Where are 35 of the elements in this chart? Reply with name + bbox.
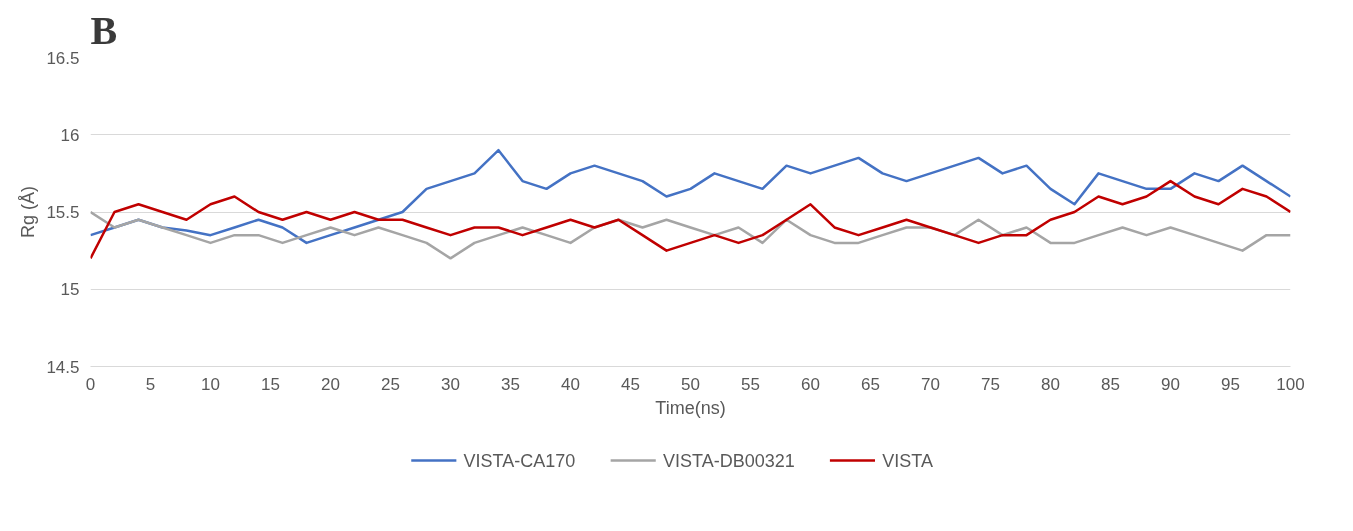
x-tick-label: 5 xyxy=(145,374,156,394)
x-tick-label: 40 xyxy=(561,374,580,394)
line-series xyxy=(90,179,1291,260)
x-tick-label: 70 xyxy=(921,374,940,394)
y-tick-label: 15.5 xyxy=(46,203,80,222)
legend-label: VISTA xyxy=(882,450,933,471)
x-tick-label: 10 xyxy=(201,374,220,394)
y-tick-label: 16 xyxy=(60,125,80,145)
x-tick-label: 90 xyxy=(1161,374,1180,394)
legend-label: VISTA-DB00321 xyxy=(662,450,795,471)
x-tick-label: 95 xyxy=(1221,374,1240,394)
x-tick-label: 45 xyxy=(621,374,640,394)
y-tick-label: 14.5 xyxy=(46,357,80,377)
y-tick-label: 15 xyxy=(60,280,80,300)
x-tick-label: 15 xyxy=(261,374,280,394)
x-tick-label: 25 xyxy=(381,374,400,394)
x-tick-label: 75 xyxy=(981,374,1000,394)
x-tick-label: 80 xyxy=(1041,374,1060,394)
x-tick-label: 20 xyxy=(321,374,340,394)
line-series xyxy=(90,148,1291,245)
line-series xyxy=(90,210,1291,260)
x-tick-label: 65 xyxy=(861,374,880,394)
x-tick-label: 50 xyxy=(681,374,700,394)
x-tick-label: 55 xyxy=(741,374,760,394)
chart-title: B xyxy=(90,7,118,53)
x-tick-label: 35 xyxy=(501,374,520,394)
legend-label: VISTA-CA170 xyxy=(463,450,576,471)
x-tick-label: 30 xyxy=(441,374,460,394)
x-tick-label: 0 xyxy=(85,374,96,394)
y-axis-title: Rg (Å) xyxy=(18,185,39,238)
x-tick-label: 85 xyxy=(1101,374,1120,394)
x-axis-title: Time(ns) xyxy=(655,397,726,418)
x-tick-label: 100 xyxy=(1276,374,1305,394)
y-tick-label: 16.5 xyxy=(46,48,80,68)
x-tick-label: 60 xyxy=(801,374,820,394)
